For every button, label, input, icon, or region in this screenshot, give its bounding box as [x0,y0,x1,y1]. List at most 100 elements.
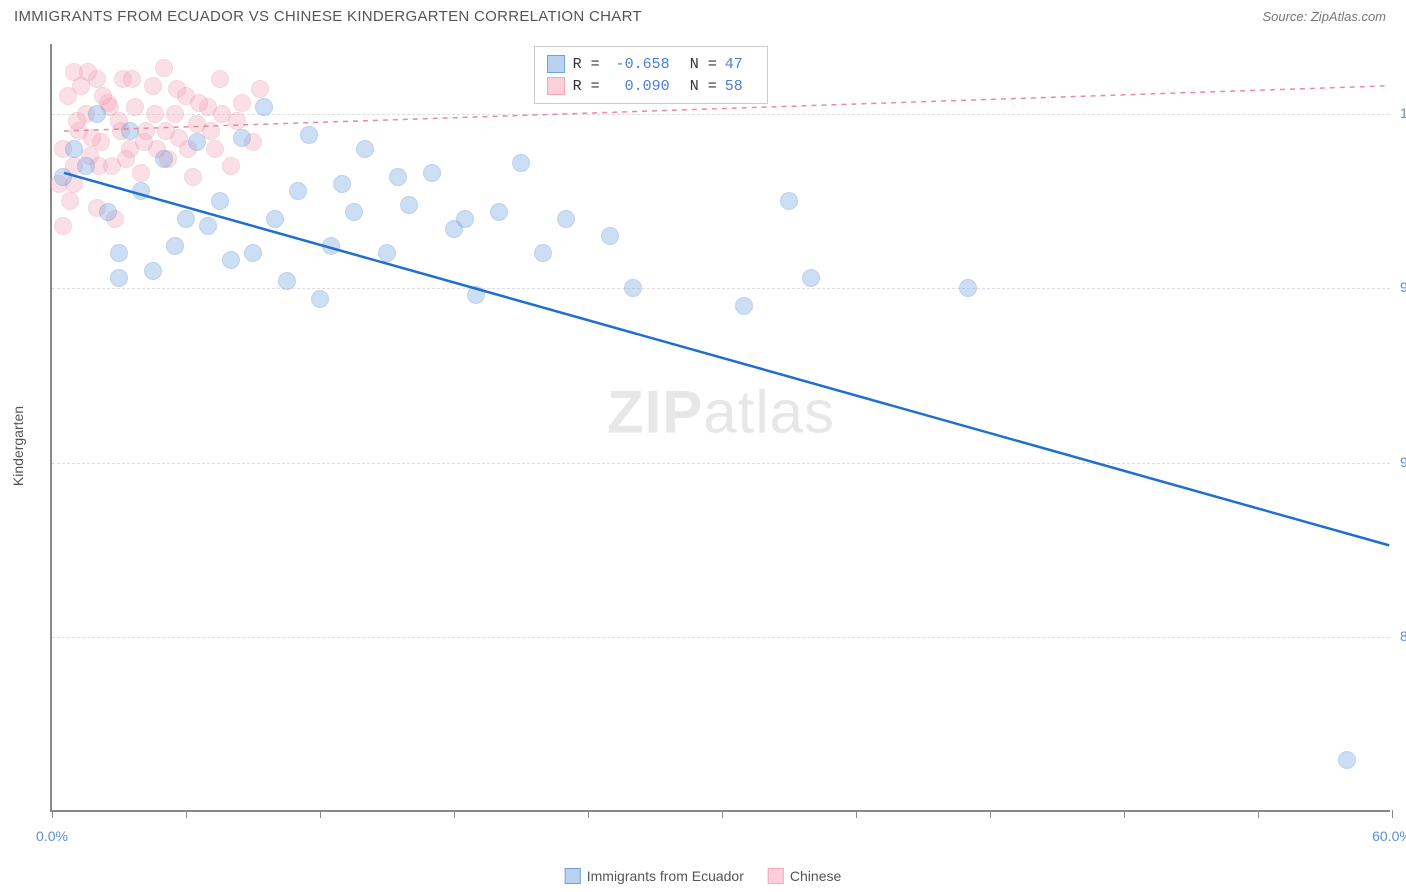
x-tick [52,810,53,818]
x-tick-label: 0.0% [36,828,68,844]
scatter-point-ecuador [456,210,474,228]
chart-plot-area: ZIPatlas R =-0.658N =47R =0.090N =58 85.… [50,44,1390,812]
legend-label: Immigrants from Ecuador [587,868,744,884]
scatter-point-ecuador [735,297,753,315]
watermark: ZIPatlas [607,377,835,446]
corr-n-label: N = [690,56,717,73]
gridline [52,463,1390,464]
series-legend: Immigrants from Ecuador Chinese [565,868,842,884]
x-tick-label: 60.0% [1372,828,1406,844]
corr-r-label: R = [573,78,600,95]
scatter-point-chinese [144,77,162,95]
scatter-point-ecuador [110,244,128,262]
x-tick [454,810,455,818]
x-tick [990,810,991,818]
corr-r-label: R = [573,56,600,73]
x-tick [186,810,187,818]
scatter-point-ecuador [65,140,83,158]
scatter-point-ecuador [300,126,318,144]
scatter-point-ecuador [289,182,307,200]
legend-item: Immigrants from Ecuador [565,868,744,884]
scatter-point-ecuador [356,140,374,158]
scatter-point-chinese [168,80,186,98]
scatter-point-chinese [83,129,101,147]
y-tick-label: 85.0% [1400,628,1406,644]
scatter-point-chinese [146,105,164,123]
scatter-point-ecuador [155,150,173,168]
scatter-point-ecuador [278,272,296,290]
scatter-point-chinese [228,112,246,130]
x-tick [320,810,321,818]
scatter-point-ecuador [233,129,251,147]
gridline [52,637,1390,638]
legend-item: Chinese [768,868,841,884]
trend-lines [52,44,1390,810]
scatter-point-ecuador [423,164,441,182]
scatter-point-ecuador [802,269,820,287]
corr-r-value: -0.658 [608,56,670,73]
scatter-point-ecuador [601,227,619,245]
scatter-point-chinese [157,122,175,140]
scatter-point-ecuador [188,133,206,151]
scatter-point-chinese [79,63,97,81]
gridline [52,288,1390,289]
chart-header: IMMIGRANTS FROM ECUADOR VS CHINESE KINDE… [0,0,1406,29]
scatter-point-chinese [132,164,150,182]
scatter-point-ecuador [177,210,195,228]
legend-swatch [547,77,565,95]
legend-label: Chinese [790,868,841,884]
corr-n-label: N = [690,78,717,95]
scatter-point-ecuador [244,244,262,262]
scatter-point-chinese [54,217,72,235]
x-tick [1392,810,1393,818]
scatter-point-ecuador [54,168,72,186]
y-tick-label: 95.0% [1400,279,1406,295]
y-tick-label: 90.0% [1400,454,1406,470]
x-tick [722,810,723,818]
scatter-point-ecuador [400,196,418,214]
scatter-point-chinese [117,150,135,168]
corr-n-value: 47 [725,56,755,73]
scatter-point-ecuador [333,175,351,193]
scatter-point-ecuador [77,157,95,175]
scatter-point-ecuador [467,286,485,304]
scatter-point-chinese [126,98,144,116]
scatter-point-ecuador [624,279,642,297]
x-tick [1258,810,1259,818]
scatter-point-chinese [206,140,224,158]
scatter-point-ecuador [88,105,106,123]
scatter-point-ecuador [1338,751,1356,769]
corr-n-value: 58 [725,78,755,95]
scatter-point-chinese [213,105,231,123]
scatter-point-chinese [123,70,141,88]
scatter-point-ecuador [389,168,407,186]
scatter-point-ecuador [959,279,977,297]
scatter-point-chinese [166,105,184,123]
y-tick-label: 100.0% [1400,105,1406,121]
scatter-point-chinese [61,192,79,210]
y-axis-label: Kindergarten [10,406,26,486]
trend-line-ecuador [64,173,1389,546]
corr-legend-row: R = -0.658 N = 47 [547,53,755,75]
legend-swatch [565,868,581,884]
scatter-point-ecuador [512,154,530,172]
scatter-point-ecuador [378,244,396,262]
scatter-point-chinese [190,94,208,112]
x-tick [588,810,589,818]
scatter-point-chinese [222,157,240,175]
scatter-point-ecuador [557,210,575,228]
chart-title: IMMIGRANTS FROM ECUADOR VS CHINESE KINDE… [14,8,642,25]
scatter-point-ecuador [780,192,798,210]
scatter-point-ecuador [311,290,329,308]
legend-swatch [547,55,565,73]
scatter-point-chinese [155,59,173,77]
scatter-point-ecuador [132,182,150,200]
scatter-point-ecuador [144,262,162,280]
scatter-point-ecuador [534,244,552,262]
scatter-point-chinese [211,70,229,88]
chart-source: Source: ZipAtlas.com [1262,9,1386,24]
scatter-point-ecuador [199,217,217,235]
scatter-point-chinese [251,80,269,98]
scatter-point-ecuador [266,210,284,228]
scatter-point-ecuador [490,203,508,221]
